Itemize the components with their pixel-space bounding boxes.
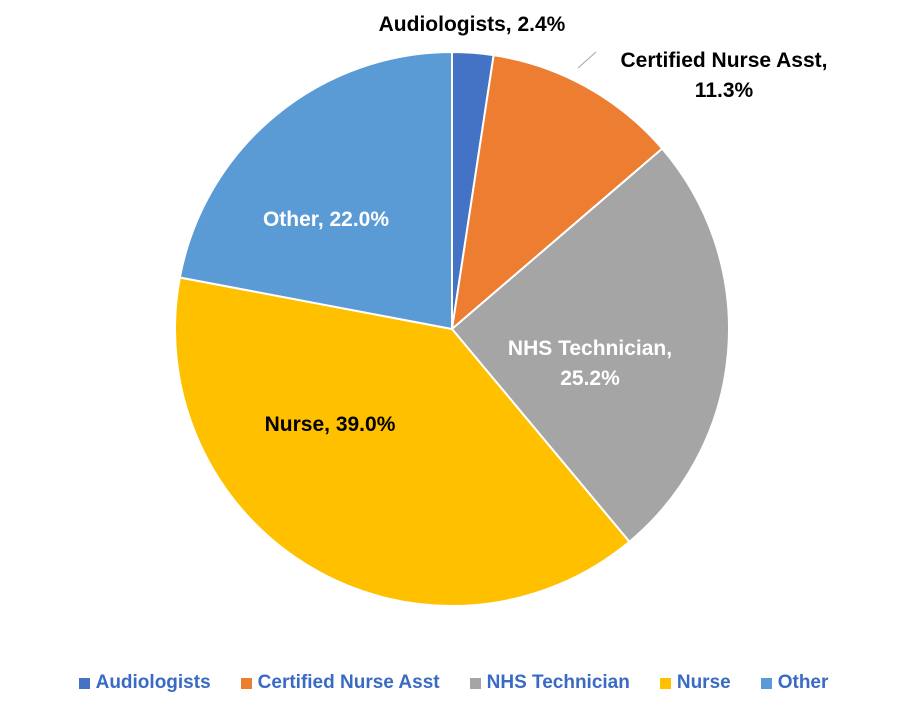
- legend-label: Other: [777, 672, 829, 693]
- legend: Audiologists Certified Nurse Asst NHS Tech…: [0, 672, 907, 694]
- legend-label: Certified Nurse Asst: [257, 672, 440, 693]
- legend-item: Audiologists: [78, 672, 211, 694]
- pie-slice: [450, 147, 730, 544]
- legend-swatch: [78, 677, 90, 689]
- legend-swatch: [469, 677, 481, 689]
- pie-slice: [178, 50, 453, 331]
- legend-item: Other: [760, 672, 829, 694]
- data-label: Nurse, 39.0%: [264, 413, 396, 436]
- data-label: NHS Technician, 25.2%: [507, 337, 673, 390]
- data-label: Other, 22.0%: [262, 208, 390, 231]
- legend-item: NHS Technician: [469, 672, 630, 694]
- pie-slice: [450, 54, 664, 332]
- legend-swatch: [240, 677, 252, 689]
- leader-line: [577, 51, 597, 69]
- data-label: Certified Nurse Asst, 11.3%: [620, 49, 828, 102]
- legend-swatch: [659, 677, 671, 689]
- legend-swatch: [760, 677, 772, 689]
- legend-label: Audiologists: [95, 672, 211, 693]
- legend-label: Nurse: [676, 672, 731, 693]
- pie-slice: [174, 276, 631, 607]
- legend-item: Nurse: [659, 672, 731, 694]
- data-label: Audiologists, 2.4%: [378, 13, 566, 36]
- legend-label: NHS Technician: [486, 672, 630, 693]
- legend-item: Certified Nurse Asst: [240, 672, 440, 694]
